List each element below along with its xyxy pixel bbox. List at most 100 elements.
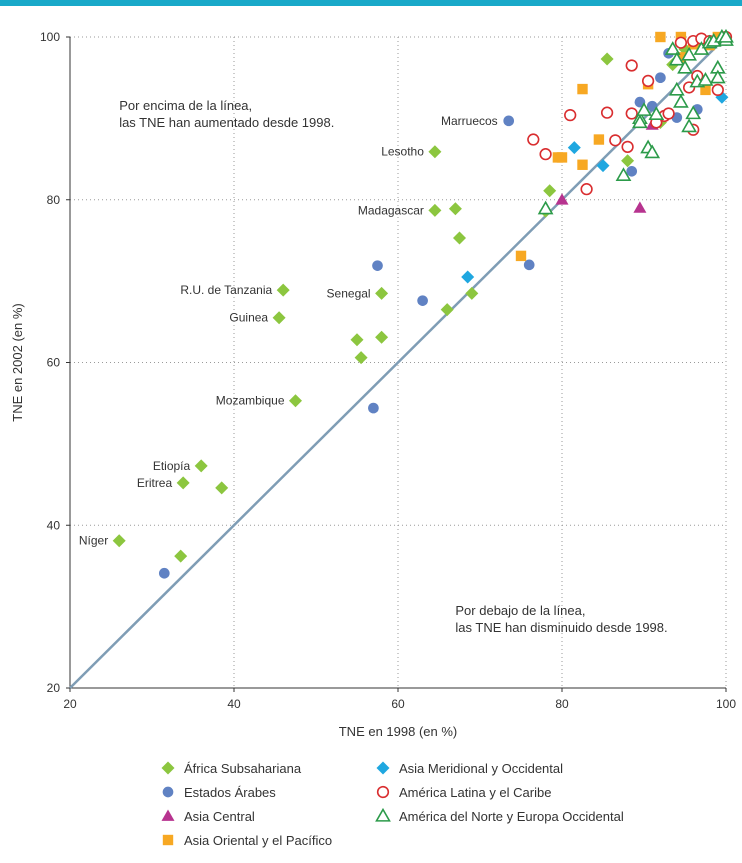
country-label: Níger xyxy=(79,534,108,548)
data-point xyxy=(428,145,442,159)
y-axis-title: TNE en 2002 (en %) xyxy=(10,303,25,422)
data-point xyxy=(685,105,702,120)
legend-marker xyxy=(375,808,391,822)
data-point xyxy=(632,114,648,129)
data-point xyxy=(112,534,126,548)
country-label: Eritrea xyxy=(137,476,173,490)
data-point xyxy=(555,193,569,205)
data-point xyxy=(609,134,622,147)
legend-marker-shape xyxy=(161,761,175,775)
data-point xyxy=(600,106,614,119)
data-point xyxy=(567,141,581,155)
data-point xyxy=(675,52,687,63)
data-point xyxy=(537,200,554,215)
legend-marker xyxy=(376,761,390,775)
data-point xyxy=(681,118,697,133)
x-tick-label: 20 xyxy=(63,697,77,711)
data-point xyxy=(636,102,652,116)
reference-diagonal-line xyxy=(69,36,727,689)
country-label: R.U. de Tanzania xyxy=(180,283,272,297)
legend-label: Asia Oriental y el Pacífico xyxy=(184,832,333,848)
legend-item: Asia Central xyxy=(160,808,255,824)
data-point xyxy=(662,107,675,120)
data-point xyxy=(655,72,666,84)
annotation-line: las TNE han disminuido desde 1998. xyxy=(455,620,667,635)
country-label: Madagascar xyxy=(358,203,424,217)
data-point xyxy=(448,202,462,216)
data-point xyxy=(700,84,711,96)
data-point xyxy=(375,286,389,300)
data-point xyxy=(655,31,666,43)
data-point xyxy=(641,74,655,88)
legend-item: América Latina y el Caribe xyxy=(375,784,551,800)
data-point xyxy=(677,59,693,74)
data-point xyxy=(625,107,638,120)
data-point xyxy=(350,333,364,347)
data-point xyxy=(693,41,710,55)
data-point xyxy=(633,201,647,213)
data-point xyxy=(523,259,535,271)
legend-label: África Subsahariana xyxy=(184,760,302,776)
data-point xyxy=(673,93,689,108)
data-point xyxy=(593,134,605,145)
legend-marker-shape xyxy=(162,834,174,846)
legend-marker xyxy=(162,834,174,846)
data-point xyxy=(626,165,638,177)
data-point xyxy=(615,167,632,182)
y-tick-label: 20 xyxy=(47,681,61,695)
data-point xyxy=(697,72,714,86)
legend-label: Asia Central xyxy=(184,808,255,824)
data-point xyxy=(564,108,577,122)
legend-item: América del Norte y Europa Occidental xyxy=(375,808,624,824)
legend-marker-shape xyxy=(161,809,175,821)
x-tick-label: 80 xyxy=(555,697,569,711)
legend-label: América del Norte y Europa Occidental xyxy=(399,808,624,824)
y-tick-label: 40 xyxy=(47,518,61,532)
legend-marker xyxy=(162,786,174,798)
data-point xyxy=(600,52,614,66)
data-point xyxy=(289,394,302,408)
data-point xyxy=(372,260,383,271)
data-point xyxy=(664,41,681,55)
legend-marker xyxy=(161,809,175,821)
legend-label: Estados Árabes xyxy=(184,784,276,800)
data-point xyxy=(556,152,568,163)
country-label: Guinea xyxy=(229,311,268,325)
legend-label: Asia Meridional y Occidental xyxy=(399,760,564,776)
legend: África Subsahariana Estados Árabes Asia … xyxy=(160,760,720,860)
data-point xyxy=(354,351,368,365)
data-point xyxy=(668,81,685,96)
data-point xyxy=(368,402,379,414)
y-tick-label: 80 xyxy=(47,193,61,207)
data-point xyxy=(375,330,389,344)
legend-item: Estados Árabes xyxy=(160,784,276,800)
data-point xyxy=(176,476,190,490)
x-tick-label: 100 xyxy=(716,697,736,711)
data-point xyxy=(621,140,634,153)
x-axis-title: TNE en 1998 (en %) xyxy=(339,724,458,739)
data-point xyxy=(515,250,527,262)
data-point xyxy=(621,154,635,168)
data-point xyxy=(668,51,685,66)
annotation-line: Por encima de la línea, xyxy=(119,98,252,113)
country-label: Etiopía xyxy=(153,459,191,473)
annotation-line: las TNE han aumentado desde 1998. xyxy=(119,115,334,130)
data-point xyxy=(711,83,724,97)
data-point xyxy=(461,270,475,284)
country-label: Lesotho xyxy=(381,145,424,159)
data-point xyxy=(194,459,208,473)
top-accent-bar xyxy=(0,0,742,6)
data-point xyxy=(215,481,229,495)
annotation-above: Por encima de la línea, las TNE han aumen… xyxy=(119,98,334,130)
legend-item: Asia Meridional y Occidental xyxy=(375,760,563,776)
x-tick-label: 60 xyxy=(391,697,405,711)
data-point xyxy=(158,567,170,579)
data-point xyxy=(681,46,697,61)
scatter-chart: 20 40 60 80 100 20 40 60 80 100 TNE en 1998 (en %)… xyxy=(10,28,736,739)
data-point xyxy=(577,83,588,95)
data-point xyxy=(503,115,515,127)
legend-item: África Subsahariana xyxy=(160,760,301,776)
legend-item: Asia Oriental y el Pacífico xyxy=(160,832,332,848)
country-label: Senegal xyxy=(327,286,371,300)
data-point xyxy=(174,549,188,563)
